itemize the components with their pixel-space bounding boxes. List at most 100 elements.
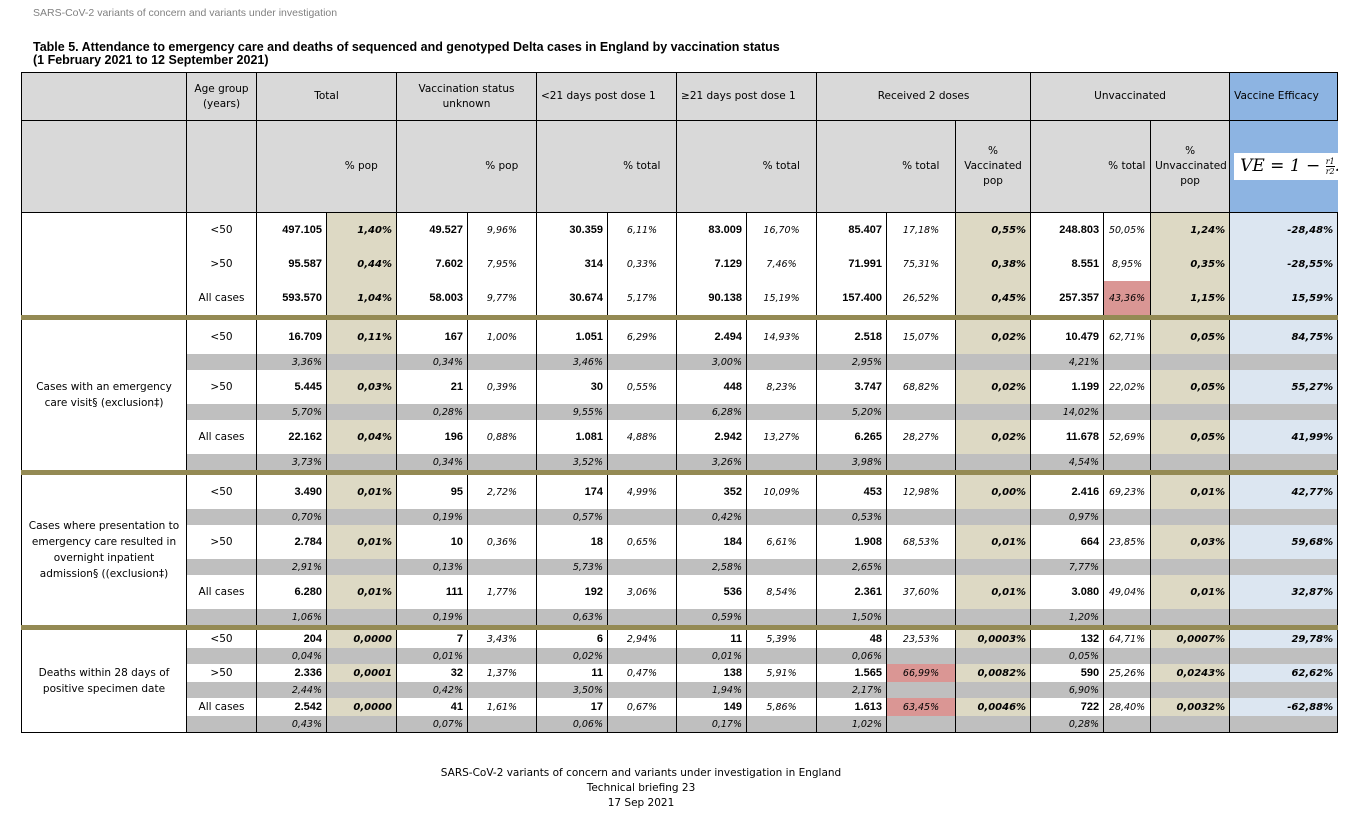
table-title-line1: Table 5. Attendance to emergency care an… xyxy=(33,40,780,54)
cell-unvac-pop: 0,35% xyxy=(1150,247,1231,281)
cell-ve: 32,87% xyxy=(1229,575,1339,609)
cell-unknown: 7 xyxy=(396,625,468,648)
cell-total-pct-pop: 0,0000 xyxy=(326,698,397,716)
cell-lt21: 30 xyxy=(536,370,608,404)
age-group: >50 xyxy=(186,664,257,682)
cell-dose2-pct: 26,52% xyxy=(886,281,957,318)
subheader-unvac-pop: % Unvaccinated pop xyxy=(1150,120,1230,213)
share-total: 5,70% xyxy=(256,404,327,420)
cell-unvac-pct: 43,36% xyxy=(1103,281,1152,318)
cell-lt21-pct: 2,94% xyxy=(606,625,678,648)
share-total: 0,70% xyxy=(256,509,327,525)
header-unknown: Vaccination status unknown xyxy=(396,72,537,121)
table-row: All cases 593.570 1,04% 58.003 9,77% 30.674 5,… xyxy=(22,281,1339,318)
cell-ge21-pct: 10,09% xyxy=(746,470,818,509)
cell-lt21-pct: 6,29% xyxy=(606,315,678,354)
cell-unvac: 10.479 xyxy=(1030,315,1105,354)
cell-lt21-pct: 5,17% xyxy=(606,281,678,318)
subheader-unvac-pct: % total xyxy=(1103,120,1151,213)
age-group: All cases xyxy=(186,281,257,318)
cell-dose2-pct: 75,31% xyxy=(886,247,957,281)
cell-total-pct-pop: 0,11% xyxy=(326,315,397,354)
cell-ge21-pct: 7,46% xyxy=(746,247,818,281)
cell-ge21-pct: 8,54% xyxy=(746,575,818,609)
cell-unknown-pct-pop: 7,95% xyxy=(467,247,537,281)
cell-unknown-pct-pop: 2,72% xyxy=(467,470,537,509)
cell-unvac: 2.416 xyxy=(1030,470,1105,509)
cell-unvac-pct: 28,40% xyxy=(1103,698,1152,716)
cell-unknown-pct-pop: 0,39% xyxy=(467,370,537,404)
cell-unvac-pct: 25,26% xyxy=(1103,664,1152,682)
cell-total: 3.490 xyxy=(256,470,327,509)
cell-lt21: 30.674 xyxy=(536,281,608,318)
cell-unvac: 132 xyxy=(1030,625,1105,648)
cell-ve: 15,59% xyxy=(1229,281,1339,318)
cell-unknown: 21 xyxy=(396,370,468,404)
share-lt21: 0,63% xyxy=(536,609,608,628)
share-unknown: 0,28% xyxy=(396,404,468,420)
share-unknown: 0,42% xyxy=(396,682,468,698)
cell-ge21-pct: 5,91% xyxy=(746,664,818,682)
table-row: All cases 2.542 0,0000 41 1,61% 17 0,67% 149 5,8… xyxy=(22,698,1339,716)
cell-ge21: 184 xyxy=(676,525,748,559)
age-group: All cases xyxy=(186,420,257,454)
table-row: Cases with an emergency care visit§ (exc… xyxy=(21,315,1339,473)
share-unknown: 0,34% xyxy=(396,454,468,473)
cell-dose2-pct: 23,53% xyxy=(886,625,957,648)
cell-lt21-pct: 0,33% xyxy=(606,247,678,281)
cell-unknown: 10 xyxy=(396,525,468,559)
header-ge21: ≥21 days post dose 1 xyxy=(676,72,818,121)
age-group: <50 xyxy=(186,470,257,509)
header-total: Total xyxy=(256,72,397,121)
share-dose2: 5,20% xyxy=(816,404,888,420)
cell-dose2-vac-pop: 0,02% xyxy=(955,315,1032,354)
share-unvac: 6,90% xyxy=(1030,682,1105,698)
cell-dose2-pct: 12,98% xyxy=(886,470,957,509)
cell-unvac-pop: 0,03% xyxy=(1150,525,1231,559)
cell-unknown-pct-pop: 1,61% xyxy=(467,698,537,716)
cell-unknown-pct-pop: 0,36% xyxy=(467,525,537,559)
share-row: 0,70% 0,19% 0,57% 0,42% 0,53% 0,97% xyxy=(22,509,1339,525)
share-unvac: 14,02% xyxy=(1030,404,1105,420)
share-unknown: 0,07% xyxy=(396,716,468,733)
cell-dose2-pct: 68,82% xyxy=(886,370,957,404)
share-lt21: 0,06% xyxy=(536,716,608,733)
subheader-ge21-pct: % total xyxy=(746,120,817,213)
cell-ve: -28,48% xyxy=(1229,212,1339,247)
cell-lt21: 1.081 xyxy=(536,420,608,454)
share-ge21: 3,26% xyxy=(676,454,748,473)
share-ge21: 0,01% xyxy=(676,648,748,664)
page-footer: SARS-CoV-2 variants of concern and varia… xyxy=(0,766,1282,811)
cell-unknown-pct-pop: 1,77% xyxy=(467,575,537,609)
cell-lt21-pct: 4,99% xyxy=(606,470,678,509)
share-total: 2,44% xyxy=(256,682,327,698)
cell-lt21-pct: 4,88% xyxy=(606,420,678,454)
share-lt21: 5,73% xyxy=(536,559,608,575)
cell-unknown-pct-pop: 0,88% xyxy=(467,420,537,454)
cell-ge21: 7.129 xyxy=(676,247,748,281)
cell-unvac: 8.551 xyxy=(1030,247,1105,281)
cell-unvac-pct: 22,02% xyxy=(1103,370,1152,404)
cell-ge21-pct: 13,27% xyxy=(746,420,818,454)
cell-unknown: 111 xyxy=(396,575,468,609)
cell-dose2-vac-pop: 0,02% xyxy=(955,370,1032,404)
age-group: >50 xyxy=(186,370,257,404)
cell-unvac: 722 xyxy=(1030,698,1105,716)
cell-lt21: 192 xyxy=(536,575,608,609)
cell-unvac: 257.357 xyxy=(1030,281,1105,318)
cell-dose2-pct: 15,07% xyxy=(886,315,957,354)
cell-total: 95.587 xyxy=(256,247,327,281)
cell-total: 2.784 xyxy=(256,525,327,559)
share-lt21: 3,50% xyxy=(536,682,608,698)
cell-ge21: 536 xyxy=(676,575,748,609)
share-unknown: 0,34% xyxy=(396,354,468,370)
cell-total-pct-pop: 0,01% xyxy=(326,470,397,509)
cell-total: 5.445 xyxy=(256,370,327,404)
cell-lt21: 1.051 xyxy=(536,315,608,354)
share-lt21: 3,46% xyxy=(536,354,608,370)
data-table: Age group (years) Total Vaccination stat… xyxy=(21,72,1339,733)
cell-dose2: 453 xyxy=(816,470,888,509)
share-ge21: 1,94% xyxy=(676,682,748,698)
cell-dose2-pct: 28,27% xyxy=(886,420,957,454)
cell-unknown-pct-pop: 1,00% xyxy=(467,315,537,354)
